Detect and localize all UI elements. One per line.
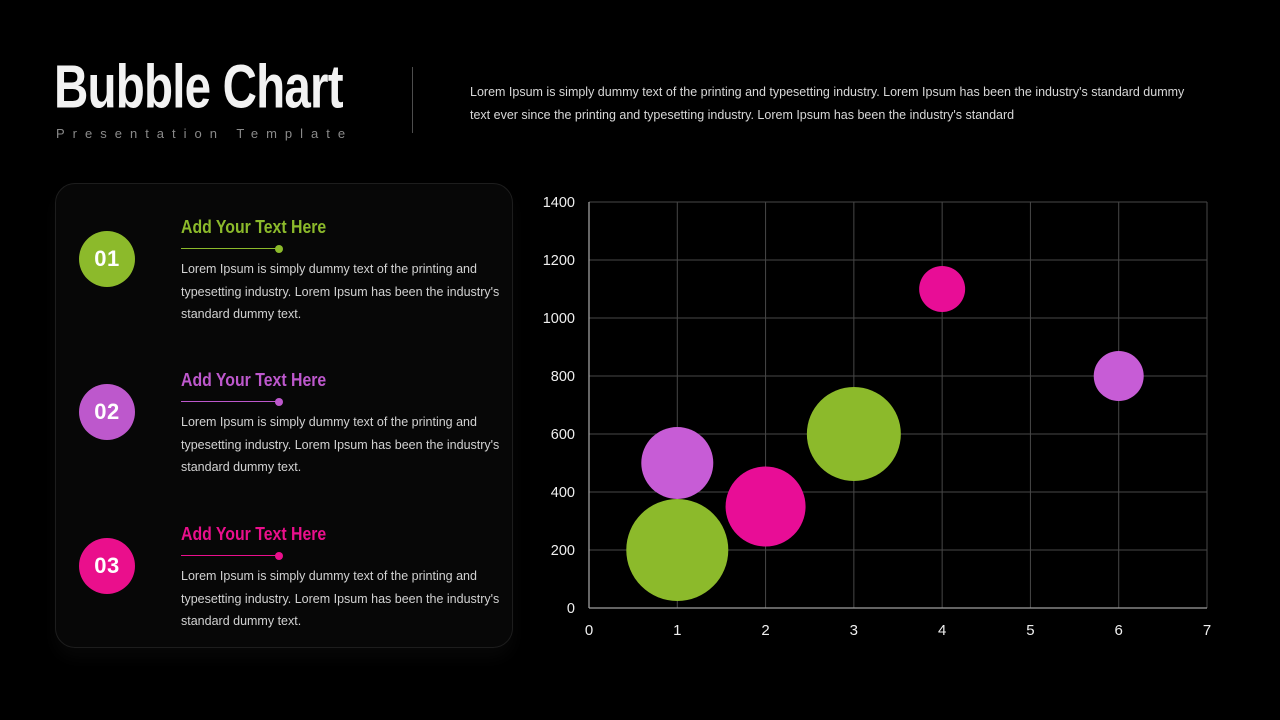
bubble-green: [806, 387, 901, 481]
item-number-badge: 02: [79, 384, 135, 440]
item-number: 01: [94, 246, 120, 271]
bubble-green: [626, 499, 729, 601]
x-tick-label: 1: [673, 622, 681, 639]
item-body: Lorem Ipsum is simply dummy text of the …: [181, 415, 500, 474]
accent-dot-icon: [275, 551, 283, 560]
item-content: Add Your Text Here Lorem Ipsum is simply…: [181, 358, 499, 479]
y-tick-label: 1000: [543, 311, 575, 327]
page-subtitle: Presentation Template: [56, 126, 354, 141]
x-tick-label: 7: [1203, 622, 1211, 639]
list-item-02: 02 Add Your Text Here Lorem Ipsum is sim…: [79, 358, 499, 498]
y-tick-label: 800: [551, 369, 575, 385]
bubble-pink: [725, 466, 806, 547]
x-tick-label: 6: [1115, 622, 1123, 639]
accent-line: [181, 551, 283, 560]
bubble-pink: [919, 266, 966, 312]
list-item-03: 03 Add Your Text Here Lorem Ipsum is sim…: [79, 512, 499, 652]
item-heading: Add Your Text Here: [181, 370, 327, 390]
x-tick-label: 5: [1026, 622, 1034, 639]
bubble-chart: 0 200 400 600 800 1000 1200 1400 0 1 2 3 4 5 6 7: [535, 190, 1235, 660]
y-tick-label: 0: [567, 601, 575, 617]
item-body: Lorem Ipsum is simply dummy text of the …: [181, 569, 500, 628]
item-number: 02: [94, 399, 120, 424]
bubble-chart-canvas: 0 200 400 600 800 1000 1200 1400 0 1 2 3 4 5 6 7: [543, 195, 1211, 639]
y-tick-label: 400: [551, 485, 575, 501]
title-divider: [412, 67, 413, 133]
y-tick-label: 1400: [543, 195, 575, 211]
item-heading: Add Your Text Here: [181, 217, 327, 237]
accent-line: [181, 244, 283, 253]
item-number-badge: 03: [79, 538, 135, 594]
info-card: 01 Add Your Text Here Lorem Ipsum is sim…: [55, 183, 513, 648]
item-heading: Add Your Text Here: [181, 524, 327, 544]
item-content: Add Your Text Here Lorem Ipsum is simply…: [181, 512, 499, 633]
y-tick-label: 1200: [543, 253, 575, 269]
accent-dot-icon: [275, 397, 283, 406]
list-item-01: 01 Add Your Text Here Lorem Ipsum is sim…: [79, 205, 499, 345]
item-body: Lorem Ipsum is simply dummy text of the …: [181, 262, 500, 321]
page-title: Bubble Chart: [54, 53, 344, 122]
x-tick-label: 3: [850, 622, 858, 639]
x-tick-label: 2: [761, 622, 769, 639]
item-number-badge: 01: [79, 231, 135, 287]
item-number: 03: [94, 553, 120, 578]
accent-dot-icon: [275, 244, 283, 253]
item-content: Add Your Text Here Lorem Ipsum is simply…: [181, 205, 499, 326]
intro-text: Lorem Ipsum is simply dummy text of the …: [470, 85, 1185, 122]
y-tick-label: 600: [551, 427, 575, 443]
x-tick-label: 0: [585, 622, 593, 639]
accent-line: [181, 397, 283, 406]
bubble-purple: [1093, 351, 1144, 401]
bubble-purple: [641, 427, 714, 499]
x-tick-label: 4: [938, 622, 946, 639]
y-tick-label: 200: [551, 543, 575, 559]
